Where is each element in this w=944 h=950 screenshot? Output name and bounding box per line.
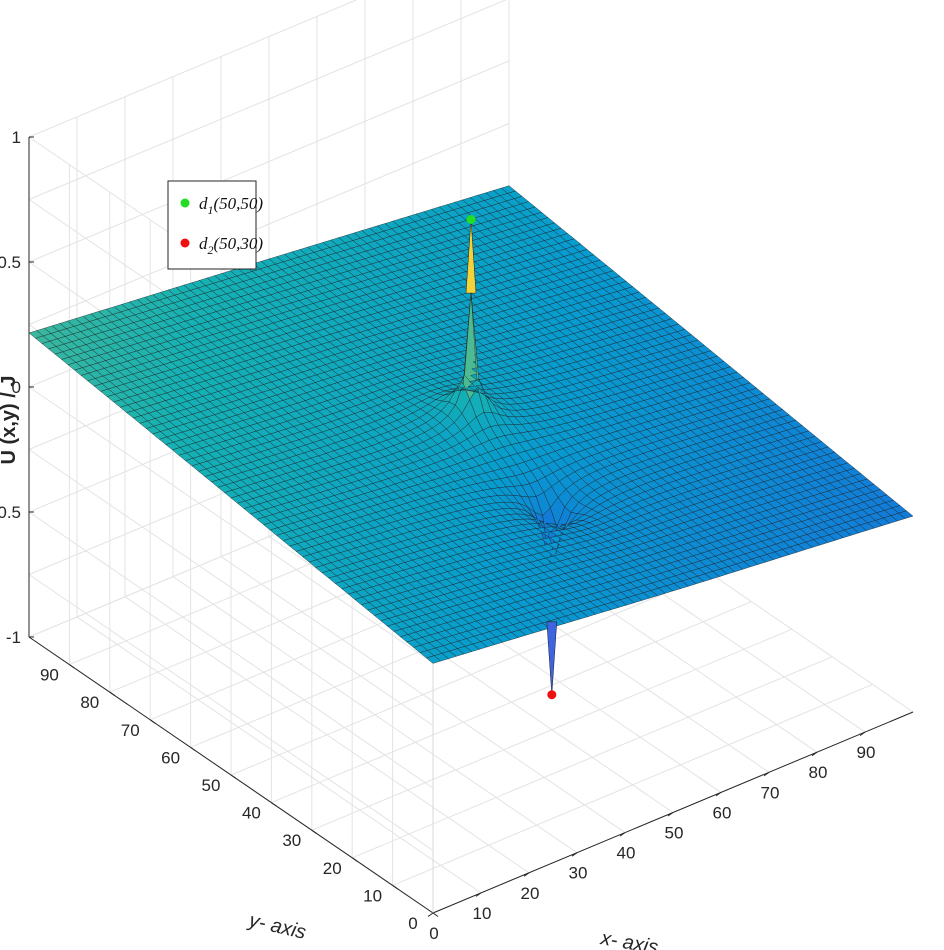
x-tick-mark [859,731,866,737]
x-tick-label: 60 [713,803,732,822]
surface-cell [898,510,914,519]
marker-d2 [547,690,557,700]
floor-grid-line [392,683,873,886]
y-tick-mark [230,774,237,779]
wall-grid-line [28,449,434,726]
legend-label-d2: d2(50,30) [199,234,263,257]
data-markers [466,215,557,700]
marker-d1 [466,215,476,224]
x-tick-mark [667,812,674,817]
floor-grid-line [230,573,712,776]
legend-label-d1: d1(50,50) [199,194,263,217]
z-tick-label: -1 [6,628,21,647]
z-tick-label: 1 [12,128,21,147]
y-tick-mark [190,746,196,752]
x-tick-label: 80 [809,763,828,782]
tick-labels: 01020304050607080900102030405060708090-1… [0,128,875,943]
y-tick-label: 30 [282,831,301,850]
surface-mesh [28,185,914,695]
x-tick-label: 50 [665,824,684,843]
x-tick-label: 10 [473,904,492,923]
x-axis-label: x- axis [598,927,660,950]
x-tick-mark [427,912,434,917]
dip-spike [546,621,558,695]
z-tick-label: -0.5 [0,503,21,522]
floor-grid-line [311,628,792,831]
x-tick-label: 40 [617,844,636,863]
y-tick-mark [69,664,75,669]
y-tick-label: 10 [363,886,382,905]
x-tick-label: 0 [429,924,438,943]
y-tick-label: 50 [202,776,221,795]
wall-grid-line [28,60,510,263]
y-tick-mark [392,884,398,890]
wall-grid-line [28,574,434,851]
z-tick-label: 0.5 [0,253,21,272]
legend-marker-d1 [180,198,190,208]
x-tick-label: 90 [857,743,876,762]
y-tick-label: 20 [323,859,342,878]
y-tick-mark [149,719,156,724]
z-tick-label: 0 [12,378,21,397]
y-axis-label: y- axis [245,909,308,944]
legend: d1(50,50) d2(50,30) [167,180,263,270]
wall-grid-line [28,386,434,664]
legend-box [167,180,257,270]
x-tick-mark [619,832,626,837]
x-tick-mark [475,892,482,897]
x-tick-label: 20 [521,884,540,903]
y-tick-label: 40 [242,804,261,823]
legend-marker-d2 [180,238,190,248]
y-tick-label: 90 [40,666,59,685]
peak-spike [465,219,477,294]
x-tick-mark [571,852,578,857]
floor-grid-line [352,656,833,859]
y-tick-label: 80 [80,693,99,712]
wall-grid-line [28,0,358,138]
x-tick-mark [523,872,530,877]
wall-grid-line [28,123,510,325]
y-tick-label: 60 [161,748,180,767]
y-tick-mark [109,691,116,697]
x-tick-mark [715,791,722,797]
z-axis-label: U (x,y) / J [0,376,20,465]
x-tick-mark [763,771,770,777]
y-tick-label: 70 [121,721,140,740]
wall-grid-line [28,511,434,789]
wall-grid-line [28,0,507,200]
floor-grid-line [271,601,752,804]
y-tick-mark [432,912,439,917]
y-tick-mark [351,857,358,862]
y-tick-mark [271,802,277,807]
x-tick-label: 70 [761,783,780,802]
x-tick-mark [811,751,818,757]
y-tick-label: 0 [408,914,417,933]
y-tick-mark [311,829,318,835]
x-tick-label: 30 [569,864,588,883]
